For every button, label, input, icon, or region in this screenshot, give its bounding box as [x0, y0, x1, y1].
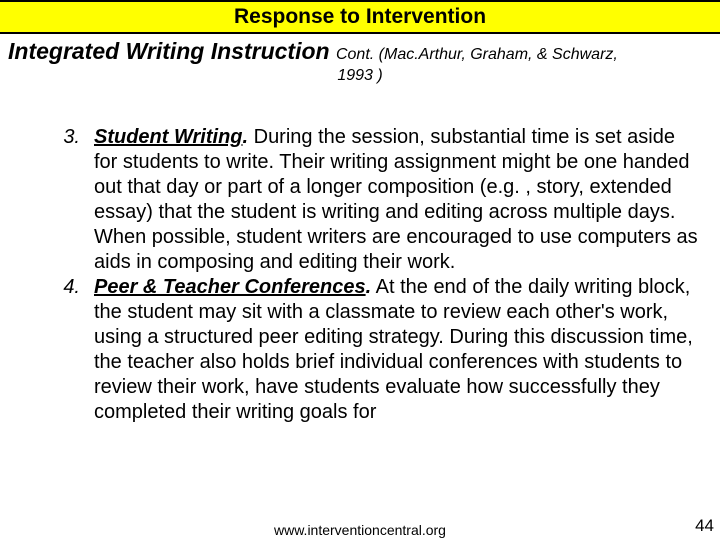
- item-lead: Peer & Teacher Conferences: [94, 276, 366, 298]
- footer-url: www.interventioncentral.org: [0, 522, 720, 538]
- list-container: 3. Student Writing. During the session, …: [0, 85, 720, 425]
- item-body: Student Writing. During the session, sub…: [94, 125, 702, 275]
- item-number: 4.: [46, 275, 94, 425]
- page-number: 44: [695, 516, 714, 536]
- item-text: During the session, substantial time is …: [94, 126, 698, 273]
- list-item: 3. Student Writing. During the session, …: [46, 125, 702, 275]
- header-title: Response to Intervention: [234, 5, 486, 28]
- item-body: Peer & Teacher Conferences. At the end o…: [94, 275, 702, 425]
- item-text: At the end of the daily writing block, t…: [94, 276, 693, 423]
- citation-year: 1993 ): [0, 67, 720, 85]
- main-title: Integrated Writing Instruction: [8, 38, 330, 64]
- item-number: 3.: [46, 125, 94, 275]
- header-bar: Response to Intervention: [0, 0, 720, 34]
- title-continuation: Cont. (Mac.Arthur, Graham, & Schwarz,: [336, 46, 618, 63]
- list-item: 4. Peer & Teacher Conferences. At the en…: [46, 275, 702, 425]
- item-lead: Student Writing: [94, 126, 243, 148]
- title-row: Integrated Writing Instruction Cont. (Ma…: [0, 34, 720, 65]
